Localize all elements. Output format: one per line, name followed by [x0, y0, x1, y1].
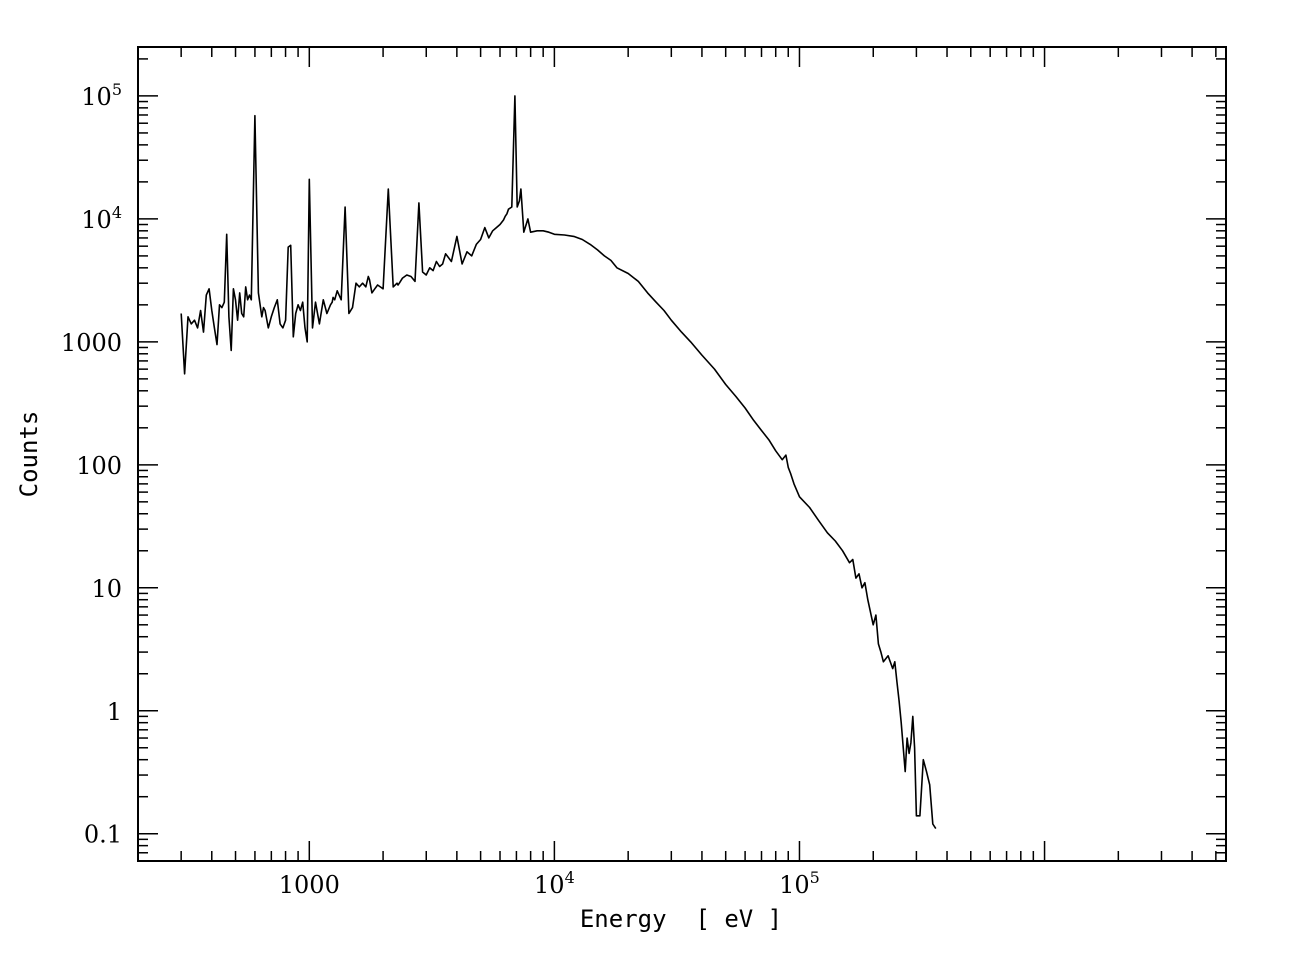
y-tick-label: 1 [107, 698, 122, 726]
x-tick-label: 105 [779, 868, 820, 899]
y-tick-label: 100 [76, 452, 122, 480]
y-tick-label: 105 [81, 80, 122, 111]
x-tick-label: 1000 [279, 871, 340, 899]
x-tick-label: 104 [534, 868, 575, 899]
y-tick-label: 104 [81, 203, 122, 234]
plot-frame [137, 46, 1227, 862]
y-tick-label: 1000 [61, 329, 122, 357]
y-axis-title: Counts [15, 411, 43, 498]
tick-labels: 1000 104 105 0.1 1 10 100 1000 104 105 [61, 80, 820, 899]
series-line [180, 95, 937, 830]
x-axis-title: Energy [ eV ] [580, 905, 782, 933]
y-tick-label: 10 [91, 575, 122, 603]
y-tick-label: 0.1 [84, 821, 122, 849]
axis-ticks [137, 47, 1226, 862]
